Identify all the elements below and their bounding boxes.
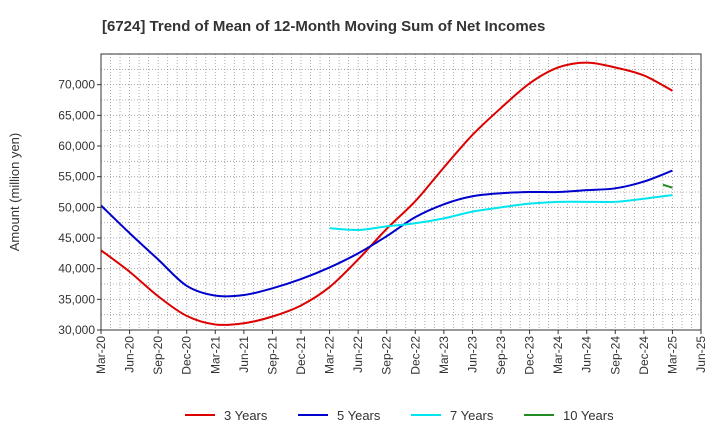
x-tick-label: Jun-23 xyxy=(465,336,479,373)
y-tick-label: 50,000 xyxy=(58,200,95,214)
series-line-3-years xyxy=(100,61,673,326)
y-tick-label: 55,000 xyxy=(58,170,95,184)
x-tick-label: Jun-24 xyxy=(580,336,594,373)
x-tick-label: Jun-25 xyxy=(694,336,708,373)
x-tick-label: Dec-22 xyxy=(408,336,422,375)
x-tick-label: Sep-23 xyxy=(494,336,508,375)
y-tick-label: 40,000 xyxy=(58,262,95,276)
x-tick-label: Jun-20 xyxy=(123,336,137,373)
plot-frame xyxy=(100,53,702,331)
x-tick-label: Dec-21 xyxy=(294,336,308,375)
y-tick-label: 45,000 xyxy=(58,231,95,245)
x-tick-label: Sep-24 xyxy=(608,336,622,375)
legend-label-3-years: 3 Years xyxy=(224,408,268,423)
x-tick-label: Dec-23 xyxy=(523,336,537,375)
x-tick-label: Jun-22 xyxy=(351,336,365,373)
x-tick-label: Mar-25 xyxy=(665,336,679,374)
x-tick-label: Dec-20 xyxy=(180,336,194,375)
x-tick-label: Mar-24 xyxy=(551,336,565,374)
x-tick-label: Mar-22 xyxy=(323,336,337,374)
x-tick-label: Sep-20 xyxy=(151,336,165,375)
series-lines xyxy=(100,61,673,326)
y-tick-label: 30,000 xyxy=(58,323,95,337)
x-tick-label: Mar-23 xyxy=(437,336,451,374)
y-axis-label: Amount (million yen) xyxy=(7,133,22,252)
series-line-5-years xyxy=(100,169,673,298)
series-line-10-years xyxy=(662,183,673,189)
x-tick-label: Mar-20 xyxy=(94,336,108,374)
legend: 3 Years 5 Years 7 Years 10 Years xyxy=(185,408,614,423)
x-tick-label: Dec-24 xyxy=(637,336,651,375)
y-tick-label: 60,000 xyxy=(58,139,95,153)
x-axis: Mar-20 Jun-20 Sep-20 Dec-20 Mar-21 Jun-21 Sep-… xyxy=(94,330,708,375)
legend-label-7-years: 7 Years xyxy=(450,408,494,423)
y-tick-label: 65,000 xyxy=(58,108,95,122)
legend-label-10-years: 10 Years xyxy=(563,408,614,423)
x-tick-label: Mar-21 xyxy=(208,336,222,374)
y-tick-label: 70,000 xyxy=(58,78,95,92)
series-line-7-years xyxy=(329,194,673,232)
x-tick-label: Sep-22 xyxy=(380,336,394,375)
y-tick-label: 35,000 xyxy=(58,292,95,306)
y-axis: 30,000 35,000 40,000 45,000 50,000 55,000 60,0… xyxy=(58,78,101,337)
x-tick-label: Jun-21 xyxy=(237,336,251,373)
legend-label-5-years: 5 Years xyxy=(337,408,381,423)
chart-title: [6724] Trend of Mean of 12-Month Moving … xyxy=(102,18,545,35)
grid xyxy=(101,54,701,330)
x-tick-label: Sep-21 xyxy=(265,336,279,375)
